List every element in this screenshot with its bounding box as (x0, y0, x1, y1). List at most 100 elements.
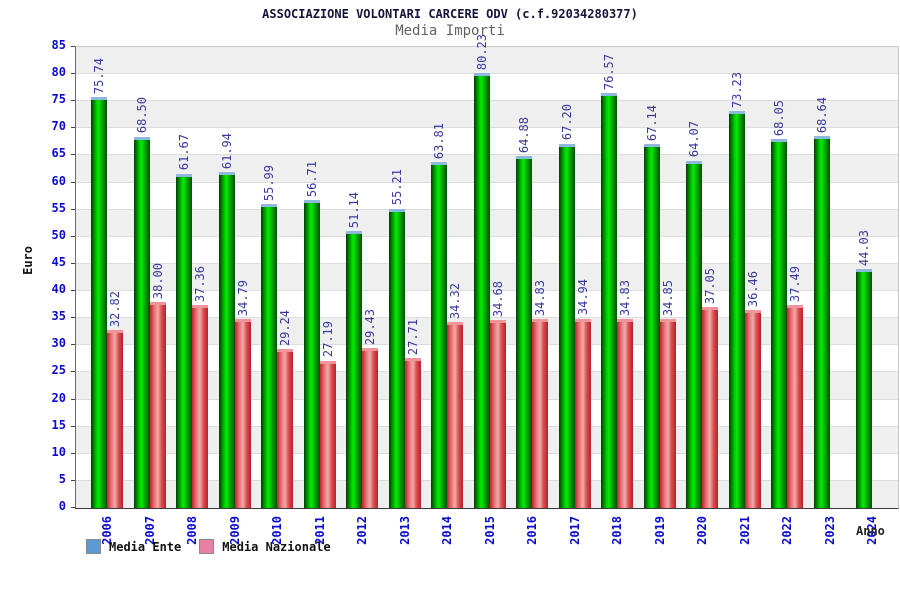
y-tick-mark (71, 100, 75, 102)
y-tick-label: 80 (51, 65, 66, 80)
bar-media-ente-2012 (346, 230, 362, 508)
bar-value-label: 29.43 (363, 309, 377, 346)
bar-cap (447, 321, 463, 325)
x-tick-label: 2017 (567, 516, 582, 545)
y-tick-mark (71, 507, 75, 508)
bar-media-nazionale-2016 (532, 319, 548, 508)
bar-cap (91, 97, 107, 101)
bar-value-label: 37.36 (193, 266, 207, 303)
y-tick-label: 0 (58, 499, 66, 513)
bar-value-label: 75.74 (92, 58, 106, 95)
bar-value-label: 68.05 (772, 99, 786, 136)
y-tick-label: 85 (51, 38, 66, 52)
y-tick-mark (71, 154, 75, 156)
bar-value-label: 67.20 (559, 104, 574, 141)
bar-cap (303, 200, 320, 204)
bar-media-nazionale-2010 (277, 349, 293, 508)
y-tick-label: 35 (51, 309, 66, 324)
x-tick-label: 2022 (780, 516, 794, 545)
bar-value-label: 55.99 (262, 165, 276, 202)
bar-media-ente-2013 (388, 208, 405, 508)
y-tick-label: 60 (51, 173, 66, 188)
bar-value-label: 38.00 (150, 262, 165, 299)
bar-media-nazionale-2020 (702, 307, 718, 508)
y-tick-label: 55 (51, 200, 66, 215)
bar-value-label: 37.49 (788, 265, 802, 302)
y-tick-label: 40 (51, 282, 66, 297)
y-tick-label: 10 (51, 444, 66, 459)
bar-value-label: 32.82 (108, 290, 122, 327)
bar-media-nazionale-2021 (744, 310, 761, 508)
y-tick-label: 75 (51, 92, 66, 107)
bar-cap (362, 348, 378, 352)
bar-cap (489, 319, 506, 323)
y-tick-label: 65 (51, 146, 66, 161)
bar-value-label: 61.94 (219, 132, 234, 170)
y-tick-mark (71, 425, 75, 427)
bar-media-nazionale-2014 (447, 321, 463, 508)
y-tick-mark (71, 235, 75, 237)
y-tick-label: 30 (51, 336, 66, 351)
background-band (76, 47, 898, 75)
y-tick-mark (71, 344, 75, 346)
bar-media-ente-2023 (813, 135, 830, 508)
y-tick-mark (71, 46, 75, 47)
bar-cap (404, 357, 421, 361)
bar-value-label: 37.05 (703, 267, 717, 305)
y-tick-label: 45 (51, 254, 66, 269)
bar-cap (516, 156, 532, 160)
legend-label: Media Nazionale (222, 539, 331, 554)
y-tick-mark (71, 371, 75, 373)
bar-value-label: 64.88 (517, 117, 531, 154)
y-tick-mark (71, 127, 75, 129)
bar-value-label: 68.64 (814, 96, 829, 133)
bar-cap (346, 230, 362, 234)
bar-cap (431, 161, 447, 165)
bar-cap (107, 330, 123, 333)
bar-cap (532, 319, 548, 323)
legend-swatch (86, 539, 101, 554)
bar-media-nazionale-2012 (362, 348, 378, 508)
bar-media-ente-2019 (643, 143, 660, 508)
bar-media-nazionale-2007 (149, 301, 166, 508)
bar-media-nazionale-2018 (617, 319, 633, 508)
bar-media-nazionale-2006 (107, 330, 123, 508)
bar-media-ente-2024 (856, 269, 872, 508)
x-tick-label: 2019 (652, 516, 667, 545)
bar-cap (218, 172, 235, 176)
bar-media-ente-2014 (431, 161, 447, 508)
legend-item-media-ente: Media Ente (86, 539, 181, 554)
bar-value-label: 76.57 (602, 53, 616, 90)
bar-value-label: 34.83 (533, 279, 547, 317)
chart-title: ASSOCIAZIONE VOLONTARI CARCERE ODV (c.f.… (262, 7, 638, 21)
bar-media-nazionale-2022 (787, 304, 803, 508)
bar-value-label: 29.24 (278, 310, 292, 347)
bar-media-ente-2018 (601, 92, 617, 508)
bar-media-nazionale-2017 (574, 318, 591, 508)
y-tick-label: 70 (51, 119, 66, 134)
y-tick-mark (71, 398, 75, 400)
y-tick-mark (71, 181, 75, 183)
y-tick-label: 25 (51, 363, 66, 378)
y-tick-label: 5 (58, 471, 66, 486)
bar-value-label: 34.32 (448, 282, 462, 319)
bar-value-label: 36.46 (745, 271, 760, 308)
bar-value-label: 56.71 (304, 161, 319, 198)
bar-cap (574, 318, 591, 322)
bar-value-label: 63.81 (432, 122, 446, 159)
bar-media-nazionale-2009 (234, 319, 251, 508)
plot-area: 75.74 32.82 2006 68.50 38.00 2007 61.67 37.36 20… (71, 34, 899, 545)
bar-value-label: 80.23 (474, 33, 489, 70)
bar-media-ente-2015 (473, 72, 490, 508)
x-tick-label: 2021 (737, 516, 752, 545)
bar-cap (744, 310, 761, 314)
bar-cap (686, 160, 702, 164)
y-tick-label: 50 (51, 227, 66, 242)
bar-cap (813, 135, 830, 139)
bar-value-label: 34.94 (575, 279, 590, 316)
y-tick-mark (71, 73, 75, 75)
bar-media-ente-2021 (728, 110, 745, 508)
bar-cap (133, 136, 150, 140)
bar-cap (787, 304, 803, 308)
bar-cap (728, 110, 745, 114)
